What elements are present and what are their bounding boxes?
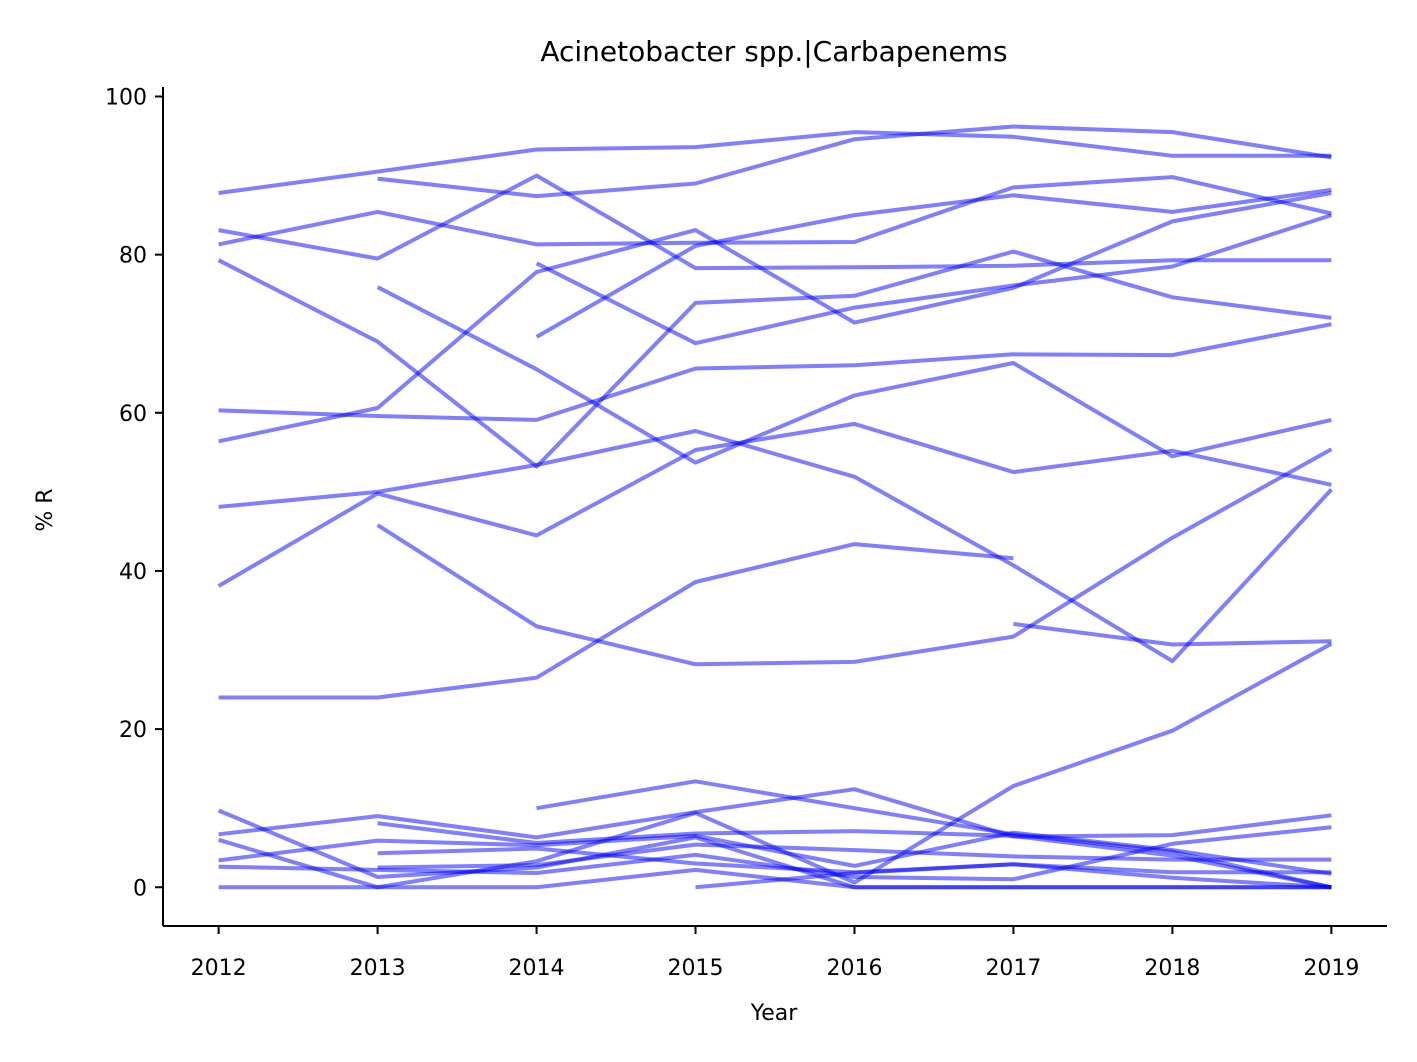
y-axis-label: % R (33, 488, 58, 531)
x-axis-label: Year (750, 1001, 799, 1026)
series-line (535, 213, 1333, 346)
y-tick-label: 100 (105, 85, 147, 110)
series-line (218, 322, 1332, 422)
series-line (218, 787, 1332, 840)
y-tick-label: 0 (133, 876, 147, 901)
x-tick-label: 2015 (668, 956, 724, 981)
series-line (218, 173, 1332, 271)
series-line (695, 862, 1332, 890)
plot-area (217, 124, 1333, 890)
series-line (217, 249, 1332, 469)
series-line (218, 429, 1333, 664)
series-line (535, 187, 1332, 339)
series-line (218, 830, 1332, 876)
x-axis-ticks: 2012 2013 2014 2015 2016 2017 2018 2019 (191, 926, 1359, 981)
series-line (377, 821, 1332, 890)
y-tick-label: 20 (119, 718, 147, 743)
y-tick-label: 60 (119, 402, 147, 427)
series-line (1013, 621, 1332, 647)
series-line (218, 542, 1014, 700)
chart-title: Acinetobacter spp.|Carbapenems (540, 35, 1007, 68)
x-tick-label: 2012 (191, 956, 247, 981)
series-line (217, 421, 1332, 588)
x-tick-label: 2018 (1144, 956, 1200, 981)
x-tick-label: 2019 (1303, 956, 1359, 981)
x-tick-label: 2017 (985, 956, 1041, 981)
series-line (376, 285, 1332, 465)
series-line (218, 130, 1332, 195)
series-line (218, 175, 1332, 247)
y-tick-label: 40 (119, 560, 147, 585)
x-tick-label: 2016 (826, 956, 882, 981)
series-line (377, 842, 1332, 870)
series-line (218, 191, 1332, 444)
series-line (377, 124, 1332, 199)
x-tick-label: 2013 (350, 956, 406, 981)
y-axis-ticks: 0 20 40 60 80 100 (105, 85, 163, 901)
series-line (376, 447, 1333, 667)
y-tick-label: 80 (119, 244, 147, 269)
x-tick-label: 2014 (509, 956, 565, 981)
